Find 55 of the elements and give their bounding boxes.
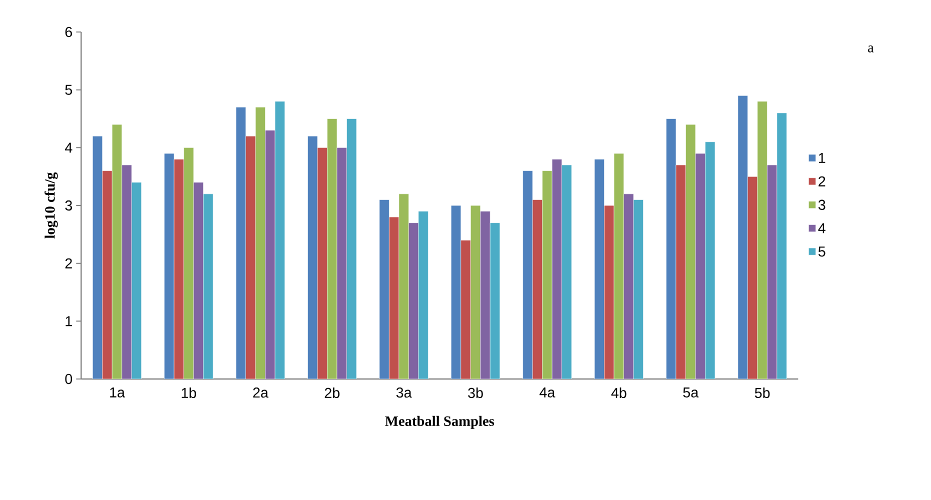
x-axis-title: Meatball Samples bbox=[385, 416, 494, 429]
bar bbox=[408, 222, 419, 379]
text: a bbox=[868, 46, 874, 52]
y-tick-label: 2 bbox=[65, 258, 72, 268]
y-tick-label: 3 bbox=[65, 200, 72, 211]
x-tick-label: 4a bbox=[540, 388, 556, 398]
bar bbox=[604, 205, 614, 379]
bar bbox=[695, 153, 706, 379]
y-tick-label: 5 bbox=[65, 84, 72, 95]
legend-label: 5 bbox=[818, 246, 826, 257]
x-tick-label: 2b bbox=[324, 388, 340, 398]
bar bbox=[112, 124, 122, 379]
x-tick-label: 5b bbox=[754, 388, 770, 398]
x-tick-label: 5a bbox=[683, 388, 699, 398]
bar bbox=[184, 148, 194, 379]
bar bbox=[676, 164, 686, 379]
y-axis-title: log10 cfu/g bbox=[44, 172, 58, 238]
bar bbox=[624, 194, 634, 379]
bar bbox=[460, 240, 471, 379]
bar bbox=[193, 182, 204, 379]
bar bbox=[532, 200, 542, 379]
bar bbox=[552, 159, 562, 379]
bar bbox=[398, 194, 409, 379]
bar bbox=[614, 153, 624, 379]
bar bbox=[265, 130, 276, 379]
y-tick-label: 0 bbox=[65, 374, 72, 384]
bar bbox=[480, 211, 490, 379]
y-tick-label: 6 bbox=[65, 26, 72, 38]
bar bbox=[336, 148, 347, 379]
bar bbox=[327, 118, 338, 379]
x-tick-label: 4b bbox=[611, 388, 626, 398]
legend-label: 3 bbox=[818, 200, 826, 210]
bar bbox=[767, 164, 778, 379]
bar bbox=[686, 124, 696, 379]
y-tick-label: 1 bbox=[66, 316, 72, 326]
x-tick-label: 1a bbox=[110, 388, 125, 398]
bar bbox=[389, 216, 400, 379]
legend-label: 1 bbox=[818, 153, 826, 163]
bar bbox=[757, 101, 768, 379]
x-tick-label: 3b bbox=[468, 388, 483, 398]
x-tick-label: 1b bbox=[182, 388, 196, 398]
x-tick-label: 3a bbox=[396, 388, 412, 398]
bar bbox=[542, 170, 552, 379]
bar bbox=[122, 164, 132, 379]
bar bbox=[748, 176, 758, 379]
y-tick-label: 4 bbox=[64, 142, 72, 153]
x-tick-label: 2a bbox=[253, 388, 268, 398]
bar bbox=[317, 148, 328, 379]
bar bbox=[174, 159, 184, 379]
bar bbox=[246, 136, 256, 379]
legend-label: 4 bbox=[818, 223, 826, 234]
legend-label: 2 bbox=[818, 176, 826, 186]
bar bbox=[255, 107, 266, 379]
bar bbox=[470, 205, 481, 379]
bar bbox=[102, 170, 112, 379]
